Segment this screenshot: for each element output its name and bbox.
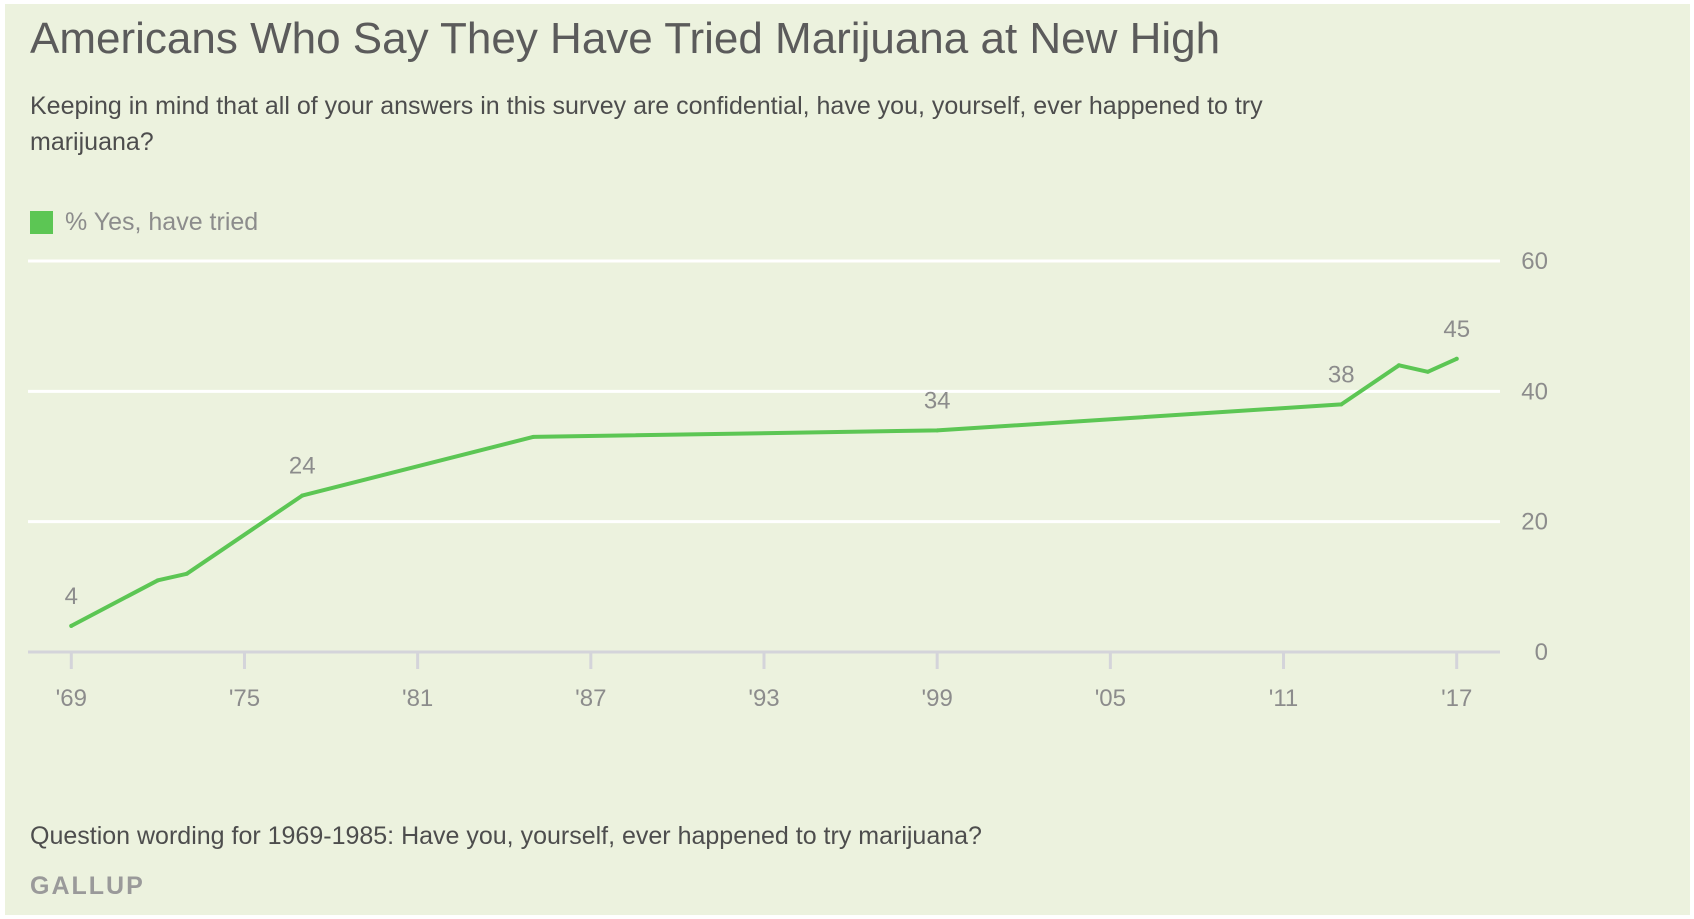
y-tick-label: 40 [1521, 378, 1548, 405]
data-point [69, 623, 74, 628]
x-tick-label: '99 [922, 685, 953, 712]
x-tick-label: '17 [1441, 685, 1472, 712]
x-tick-label: '11 [1269, 685, 1299, 712]
data-label: 45 [1443, 316, 1470, 343]
x-axis: '69 '75 '81 '87 '93 '99 '05 '11 '17 [28, 650, 1500, 712]
footnote: Question wording for 1969-1985: Have you… [30, 822, 982, 850]
chart-subtitle: Keeping in mind that all of your answers… [30, 92, 1263, 156]
source-label: GALLUP [30, 872, 145, 900]
data-point [184, 571, 189, 576]
series [69, 356, 1459, 628]
data-labels: 4 24 34 38 45 [65, 316, 1470, 610]
data-point [300, 493, 305, 498]
y-tick-label: 0 [1535, 639, 1548, 666]
data-label: 34 [924, 387, 951, 414]
y-tick-label: 60 [1521, 248, 1548, 275]
line-chart: 0 20 40 60 '69 '75 '81 '87 '93 '99 '05 '11 '17 4 24 3… [28, 248, 1548, 712]
data-label: 38 [1328, 361, 1355, 388]
data-label: 24 [289, 453, 316, 480]
data-point [1396, 363, 1401, 368]
x-tick-label: '75 [229, 685, 260, 712]
chart-panel: Americans Who Say They Have Tried Mariju… [5, 4, 1690, 915]
data-point [1425, 369, 1430, 374]
x-tick-label: '05 [1095, 685, 1126, 712]
x-tick-label: '87 [575, 685, 606, 712]
legend-swatch [30, 210, 53, 234]
x-tick-label: '69 [56, 685, 87, 712]
legend-label: % Yes, have tried [65, 207, 259, 236]
data-point [155, 578, 160, 583]
series-line [69, 356, 1459, 628]
x-tick-label: '81 [402, 685, 433, 712]
data-point [935, 428, 940, 433]
legend: % Yes, have tried [30, 207, 258, 237]
gridlines: 0 20 40 60 [28, 248, 1548, 666]
data-point [531, 434, 536, 439]
x-tick-label: '93 [748, 685, 779, 712]
chart-title: Americans Who Say They Have Tried Mariju… [30, 14, 1221, 63]
data-point [1454, 356, 1459, 361]
y-tick-label: 20 [1521, 509, 1548, 536]
data-point [1339, 402, 1344, 407]
data-label: 4 [65, 583, 78, 610]
